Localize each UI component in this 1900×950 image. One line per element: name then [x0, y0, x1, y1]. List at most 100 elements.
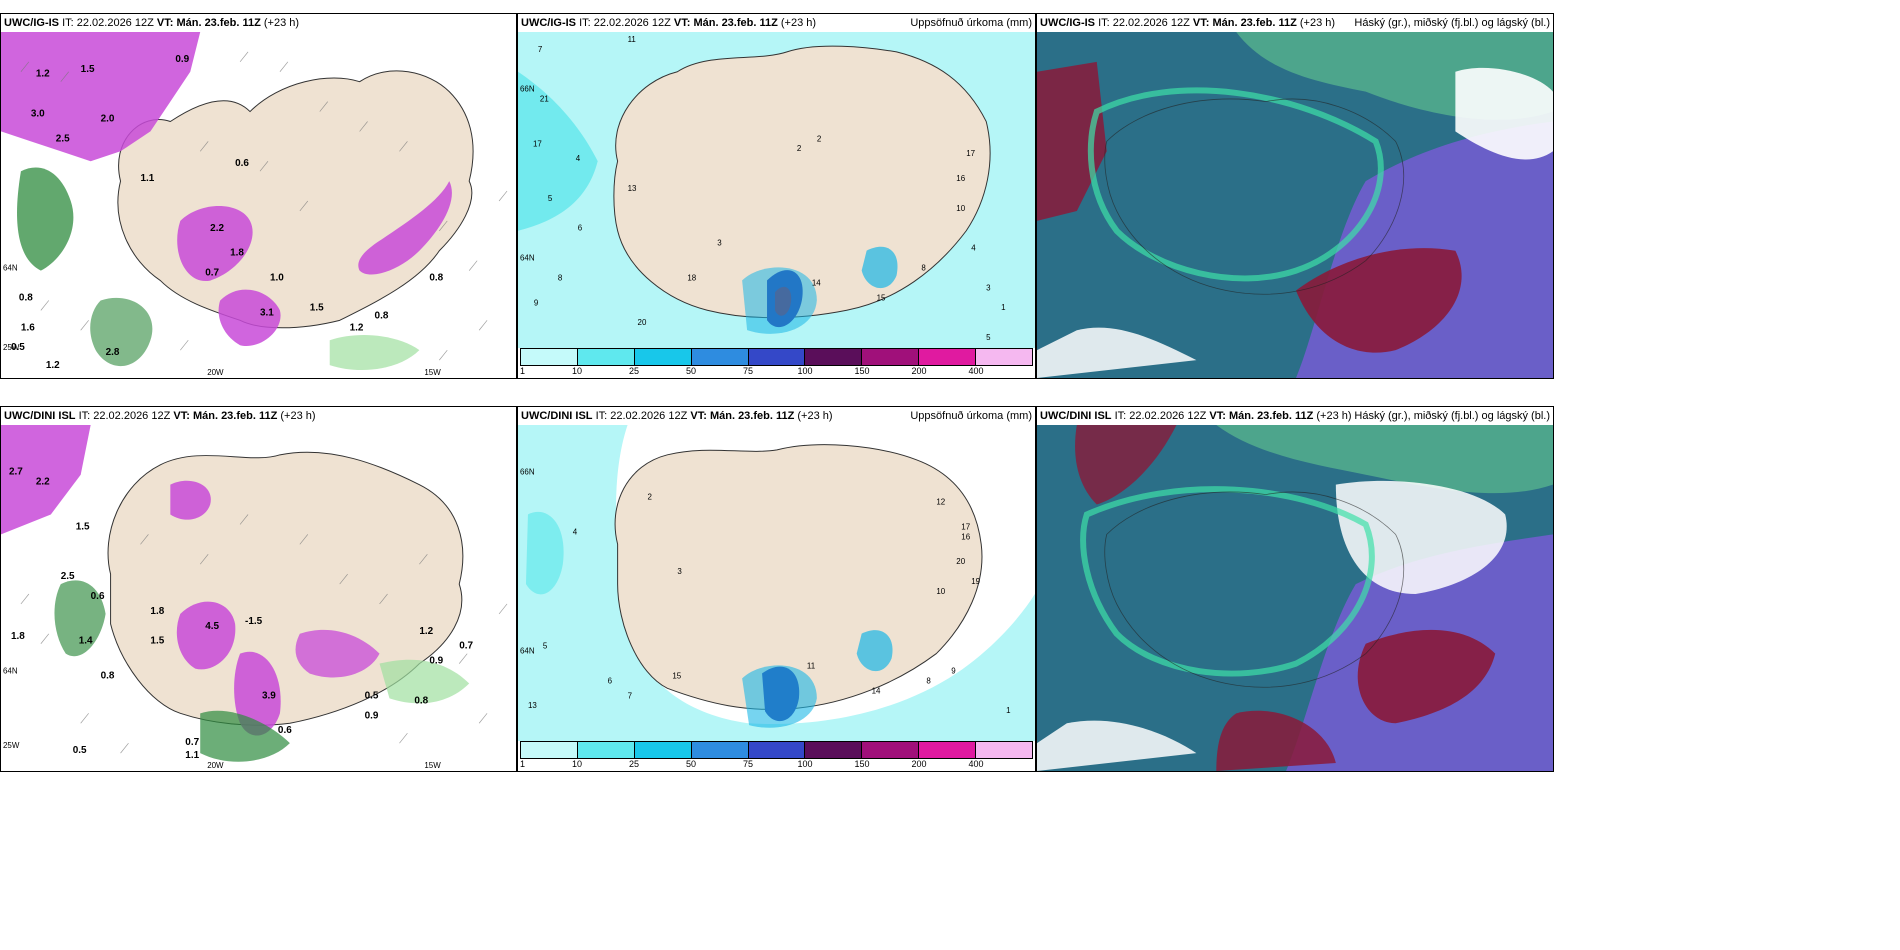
colorbar-swatch: [521, 349, 578, 365]
value-label: 1.5: [150, 636, 164, 647]
colorbar-tick: 100: [797, 759, 813, 769]
lon-label: 15W: [424, 368, 441, 377]
map-precip-type[interactable]: 3.0 2.5 1.2 1.5 2.0 0.9 1.1 0.6 2.2 1.8 …: [1, 32, 516, 378]
precip-west: [525, 511, 564, 595]
value-label: 2.2: [36, 477, 50, 488]
vt-value: Mán. 23.feb. 11Z: [176, 17, 261, 29]
lead-time: (+23 h): [780, 17, 817, 29]
it-value: 22.02.2026 12Z: [610, 410, 688, 422]
panel-header: UWC/IG-IS IT: 22.02.2026 12Z VT: Mán. 23…: [518, 14, 1035, 32]
map-svg: [1037, 425, 1553, 771]
model-name: UWC/DINI ISL: [4, 410, 76, 422]
value-label: 0.9: [365, 710, 379, 721]
model-name: UWC/DINI ISL: [521, 410, 593, 422]
coastline: [1104, 98, 1404, 295]
cloud-clear-ne: [1335, 480, 1507, 595]
value-label: 7: [538, 45, 543, 54]
value-label: 13: [528, 701, 537, 710]
value-label: 2.0: [101, 113, 115, 124]
cloud-green-band: [1087, 87, 1384, 282]
value-label: 10: [936, 587, 945, 596]
colorbar-tick: 75: [742, 759, 753, 769]
value-label: 8: [558, 273, 563, 282]
value-label: 3: [986, 283, 991, 292]
panel-bottom-right: UWC/DINI ISL IT: 22.02.2026 12Z VT: Mán.…: [1036, 406, 1554, 772]
lat-label: 64N: [520, 254, 535, 263]
it-label: IT:: [595, 410, 608, 422]
precip-blue-south: [742, 665, 817, 728]
colorbar-swatch: [862, 742, 920, 758]
value-label: 20: [956, 557, 965, 566]
value-label: 2.7: [9, 467, 23, 478]
colorbar-swatch: [521, 742, 578, 758]
value-label: 4: [573, 527, 578, 536]
value-label: 1: [1006, 706, 1011, 715]
value-label: 11: [628, 35, 637, 44]
colorbar-tick: 400: [968, 366, 984, 376]
it-label: IT:: [1098, 17, 1110, 29]
value-label: 20: [638, 318, 647, 327]
value-label: 16: [961, 532, 970, 541]
value-label: 1.8: [11, 631, 25, 642]
rain-area-se: [379, 659, 470, 704]
value-label: 18: [687, 273, 696, 282]
colorbar-tick: 200: [911, 759, 927, 769]
value-label: 17: [533, 139, 542, 148]
value-label: 2.2: [210, 223, 224, 234]
map-accumulated-precip[interactable]: 7 11 21 17 4 9 8 5 13 6 3 2 18 20 16 14 …: [518, 32, 1035, 348]
value-label: 2: [647, 493, 652, 502]
value-label: 14: [812, 278, 821, 287]
colorbar-tick: 400: [968, 759, 984, 769]
colorbar-tick: 150: [854, 366, 870, 376]
value-label: 4.5: [205, 621, 219, 632]
value-label: 0.6: [278, 725, 292, 736]
it-label: IT:: [78, 410, 91, 422]
cloud-green-band: [1080, 486, 1375, 677]
vt-label: VT:: [690, 410, 707, 422]
it-value: 22.02.2026 12Z: [1112, 17, 1190, 29]
map-precip-type[interactable]: 2.7 2.2 1.5 2.5 0.6 1.8 1.4 0.8 1.5 4.5 …: [1, 425, 516, 771]
value-label: 19: [971, 577, 980, 586]
vt-value: Mán. 23.feb. 11Z: [192, 410, 278, 422]
panel-title: Háský (gr.), miðský (fj.bl.) og lágský (…: [1354, 17, 1550, 29]
value-label: 0.8: [19, 292, 33, 303]
map-svg: 2.7 2.2 1.5 2.5 0.6 1.8 1.4 0.8 1.5 4.5 …: [1, 425, 516, 771]
value-label: 1.0: [270, 273, 284, 284]
value-label: 2: [797, 144, 802, 153]
it-label: IT:: [579, 17, 591, 29]
value-label: 1.8: [230, 248, 244, 259]
value-label: 0.5: [73, 745, 87, 756]
value-label: 16: [956, 174, 965, 183]
value-label: 14: [872, 686, 881, 695]
lon-label: 20W: [207, 368, 224, 377]
colorbar-ticks: 1 10 25 50 75 100 150 200 400: [520, 366, 1033, 378]
value-label: 2.8: [106, 347, 120, 358]
map-accumulated-precip[interactable]: 2 4 3 5 12 17 16 20 19 10 9 8 7 6 13 14 …: [518, 425, 1035, 741]
snow-area-nw: [1, 32, 201, 162]
colorbar-tick: 1: [520, 759, 526, 769]
value-label: 13: [628, 184, 637, 193]
colorbar-tick: 10: [571, 366, 582, 376]
model-name: UWC/IG-IS: [4, 17, 59, 29]
precip-east: [856, 630, 893, 672]
snow-area-south: [234, 651, 281, 736]
value-label: 1.2: [36, 69, 50, 80]
value-label: 1.1: [185, 750, 199, 761]
value-label: 12: [936, 498, 945, 507]
lat-label: 25W: [3, 343, 20, 352]
vt-label: VT:: [173, 410, 190, 422]
value-label: 9: [534, 298, 539, 307]
model-name: UWC/IG-IS: [1040, 17, 1095, 29]
colorbar-tick: 25: [628, 366, 639, 376]
colorbar-tick: 200: [911, 366, 927, 376]
map-cloud-cover[interactable]: [1037, 32, 1553, 378]
map-svg: 3.0 2.5 1.2 1.5 2.0 0.9 1.1 0.6 2.2 1.8 …: [1, 32, 516, 378]
map-cloud-cover[interactable]: [1037, 425, 1553, 771]
value-label: 1.1: [140, 173, 154, 184]
colorbar-swatch: [976, 742, 1033, 758]
vt-value: Mán. 23.feb. 11Z: [693, 17, 778, 29]
vt-value: Mán. 23.feb. 11Z: [709, 410, 795, 422]
value-label: 21: [540, 95, 549, 104]
wind-barbs: [20, 51, 508, 361]
value-label: 11: [807, 661, 816, 670]
